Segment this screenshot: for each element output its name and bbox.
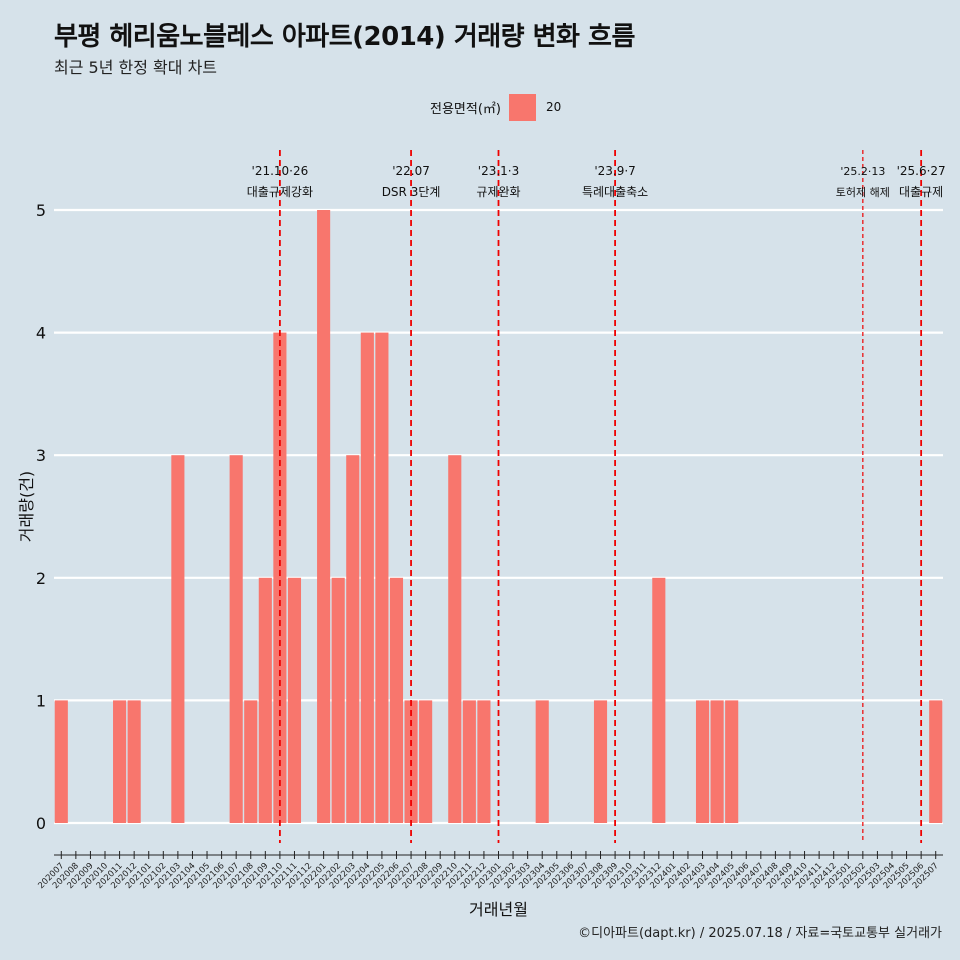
bar [695, 700, 710, 823]
legend-color-key [508, 93, 536, 121]
bar [360, 332, 374, 823]
y-tick-label: 1 [36, 691, 46, 710]
event-label: 특례대출축소 [582, 185, 648, 199]
bar [317, 210, 331, 823]
event-label: 규제완화 [476, 185, 520, 199]
event-label: DSR 3단계 [382, 185, 441, 199]
event-label: 토허제 해제 [836, 185, 890, 199]
event-date-label: '22.07 [392, 164, 430, 178]
x-axis-title: 거래년월 [469, 900, 528, 919]
bar [273, 332, 287, 823]
bar [448, 455, 462, 823]
y-tick-label: 5 [36, 201, 46, 220]
bar [929, 700, 943, 823]
bar [171, 455, 185, 823]
event-date-label: '23.9·7 [594, 164, 635, 178]
chart-subtitle: 최근 5년 한정 확대 차트 [54, 58, 218, 77]
bar [244, 700, 258, 823]
bar [229, 455, 243, 823]
bar [535, 700, 549, 823]
bar [331, 577, 345, 823]
bar [477, 700, 491, 823]
bar [258, 577, 272, 823]
y-tick-label: 2 [36, 569, 46, 588]
event-date-label: '23.1·3 [478, 164, 519, 178]
bar [652, 577, 666, 823]
bar [54, 700, 68, 823]
bar [710, 700, 724, 823]
bar [287, 577, 302, 823]
legend: 전용면적(㎡) 20 [430, 93, 561, 121]
bar [389, 577, 404, 823]
y-tick-label: 4 [36, 324, 46, 343]
bar [375, 332, 389, 823]
event-label: 대출규제 [899, 185, 943, 199]
chart-title: 부평 헤리움노블레스 아파트(2014) 거래량 변화 흐름 [54, 22, 635, 52]
legend-entry-label: 20 [545, 100, 562, 114]
legend-title: 전용면적(㎡) [430, 101, 501, 117]
event-date-label: '25.2·13 [840, 165, 885, 178]
source-caption: ©디아파트(dapt.kr) / 2025.07.18 / 자료=국토교통부 실… [578, 926, 942, 941]
bar [462, 700, 476, 823]
event-date-label: '21.10·26 [252, 164, 309, 178]
bar [419, 700, 433, 823]
y-tick-label: 0 [36, 814, 46, 833]
event-date-label: '25.6·27 [897, 164, 946, 178]
bar [113, 700, 127, 823]
bar [127, 700, 141, 823]
y-tick-label: 3 [36, 446, 46, 465]
event-label: 대출규제강화 [247, 185, 313, 199]
bar [346, 455, 360, 823]
bar [725, 700, 739, 823]
y-axis-title: 거래량(건) [17, 471, 36, 542]
bar [593, 700, 608, 823]
